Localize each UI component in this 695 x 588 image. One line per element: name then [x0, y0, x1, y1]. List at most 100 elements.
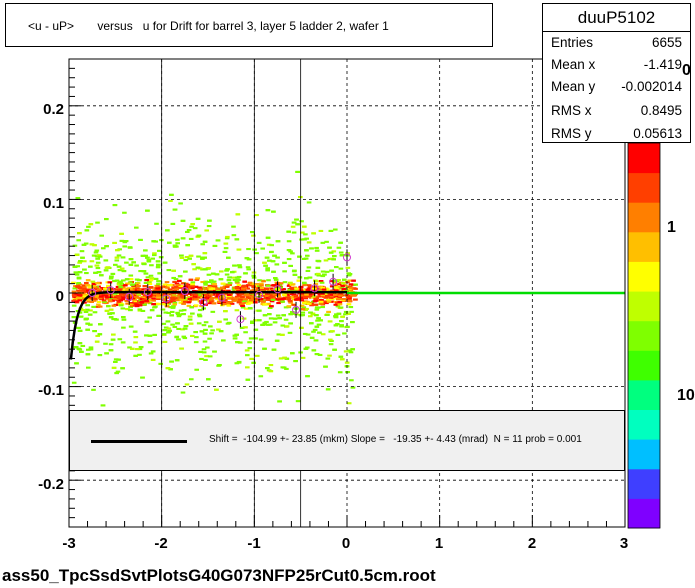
scatter-cell: [192, 295, 198, 298]
scatter-cell: [188, 278, 194, 281]
scatter-cell: [227, 293, 232, 296]
scatter-cell: [235, 341, 240, 344]
scatter-cell: [261, 280, 266, 283]
scatter-cell: [156, 296, 161, 299]
scatter-cell: [91, 305, 96, 308]
profile-point: [329, 277, 338, 286]
scatter-cell: [196, 255, 201, 258]
scatter-cell: [336, 298, 341, 301]
scatter-cell: [279, 298, 285, 301]
scatter-cell: [204, 355, 209, 358]
scatter-cell: [225, 283, 231, 286]
scatter-cell: [211, 272, 216, 275]
scatter-cell: [218, 278, 224, 281]
scatter-cell: [145, 276, 151, 279]
file-name: ass50_TpcSsdSvtPlotsG40G073NFP25rCut0.5c…: [2, 566, 436, 585]
scatter-cell: [294, 298, 299, 301]
scatter-cell: [334, 313, 339, 316]
scatter-cell: [117, 269, 123, 272]
scatter-cell: [122, 287, 128, 290]
scatter-cell: [350, 321, 355, 324]
scatter-cell: [305, 288, 311, 291]
scatter-cell: [117, 338, 123, 341]
scatter-cell: [82, 293, 87, 296]
scatter-cell: [238, 303, 244, 306]
scatter-cell: [165, 286, 170, 289]
scatter-cell: [103, 259, 109, 262]
scatter-cell: [114, 318, 119, 321]
fit-layer: [69, 290, 625, 360]
scatter-cell: [223, 318, 228, 321]
scatter-cell: [265, 296, 271, 299]
scatter-cell: [331, 258, 336, 261]
scatter-cell: [104, 289, 109, 292]
scatter-cell: [232, 334, 238, 337]
scatter-cell: [208, 293, 214, 296]
scatter-cell: [286, 305, 292, 308]
scatter-cell: [186, 301, 191, 304]
scatter-cell: [313, 303, 319, 306]
scatter-cell: [226, 304, 232, 307]
scatter-cell: [115, 285, 121, 288]
scatter-cell: [91, 296, 97, 299]
scatter-cell: [194, 368, 199, 371]
scatter-cell: [77, 271, 83, 274]
scatter-cell: [222, 250, 228, 253]
scatter-cell: [317, 353, 323, 356]
scatter-cell: [118, 302, 123, 305]
scatter-cell: [152, 252, 157, 255]
scatter-cell: [254, 214, 259, 217]
scatter-cell: [243, 307, 249, 310]
scatter-cell: [239, 326, 245, 329]
scatter-cell: [156, 263, 161, 266]
scatter-cell: [88, 323, 93, 326]
scatter-cell: [265, 367, 270, 370]
scatter-cell: [175, 238, 180, 241]
scatter-cell: [117, 289, 122, 292]
scatter-cell: [329, 280, 334, 283]
scatter-cell: [98, 295, 104, 298]
scatter-cell: [209, 332, 214, 335]
scatter-cell: [133, 341, 138, 344]
scatter-cell: [227, 282, 233, 285]
scatter-cell: [223, 247, 229, 250]
stats-row-rms-x: RMS x 0.8495: [551, 100, 682, 122]
scatter-cell: [340, 299, 346, 302]
scatter-cell: [142, 285, 148, 288]
scatter-cell: [151, 299, 156, 302]
scatter-cell: [116, 254, 122, 257]
scatter-cell: [199, 330, 205, 333]
scatter-cell: [88, 309, 93, 312]
scatter-cell: [141, 270, 147, 273]
scatter-cell: [263, 292, 268, 295]
scatter-cell: [207, 281, 212, 284]
stats-box: duuP5102 Entries 6655 Mean x -1.419 Mean…: [542, 3, 691, 143]
scatter-cell: [73, 271, 79, 274]
scatter-cell: [202, 340, 208, 343]
scatter-cell: [99, 234, 104, 237]
scatter-cell: [141, 295, 146, 298]
scatter-cell: [303, 257, 309, 260]
scatter-cell: [176, 338, 181, 341]
scatter-cell: [340, 315, 345, 318]
scatter-cell: [104, 309, 110, 312]
scatter-cell: [320, 270, 326, 273]
scatter-cell: [82, 301, 87, 304]
scatter-cell: [130, 283, 135, 286]
scatter-cell: [119, 239, 125, 242]
scatter-cell: [150, 257, 155, 260]
scatter-cell: [186, 283, 191, 286]
scatter-cell: [272, 284, 277, 287]
scatter-cell: [124, 261, 129, 264]
scatter-cell: [101, 247, 106, 250]
scatter-cell: [200, 268, 205, 271]
scatter-cell: [231, 225, 236, 228]
scatter-cell: [178, 296, 184, 299]
scatter-cell: [294, 218, 299, 221]
scatter-cell: [316, 323, 322, 326]
scatter-cell: [155, 287, 160, 290]
scatter-cell: [327, 354, 332, 357]
scatter-cell: [232, 264, 237, 267]
scatter-cell: [305, 346, 310, 349]
scatter-cell: [196, 322, 202, 325]
